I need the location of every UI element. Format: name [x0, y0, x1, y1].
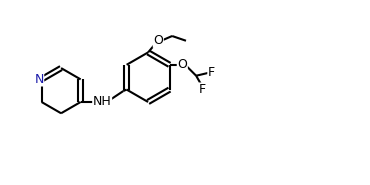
Text: N: N: [34, 73, 44, 86]
Text: O: O: [153, 34, 163, 47]
Text: NH: NH: [93, 95, 111, 108]
Text: F: F: [208, 66, 215, 79]
Text: O: O: [177, 58, 187, 71]
Text: F: F: [199, 83, 206, 96]
